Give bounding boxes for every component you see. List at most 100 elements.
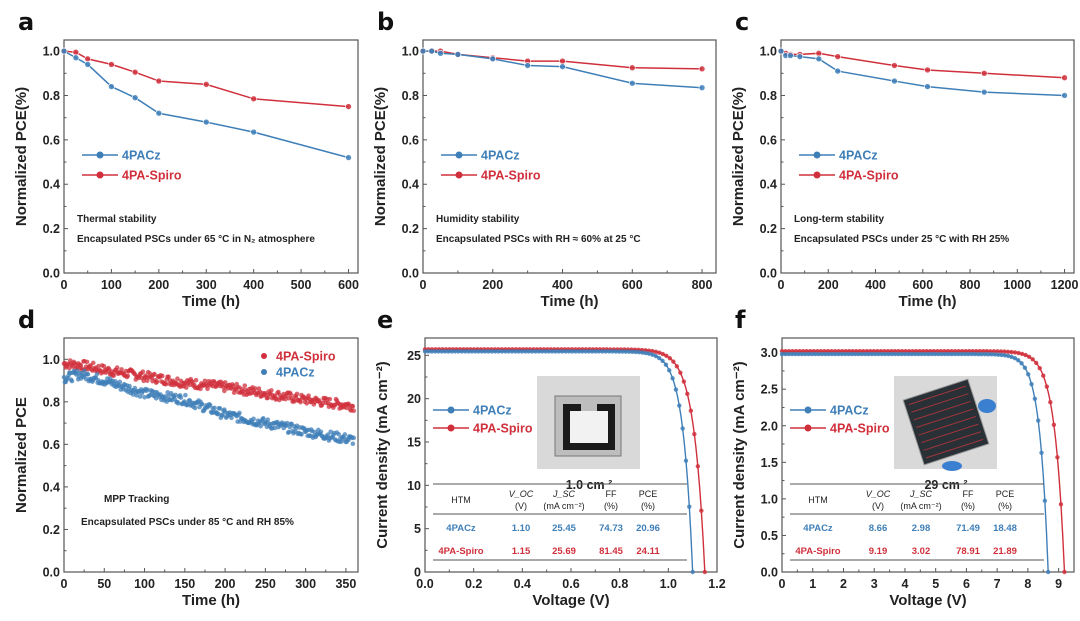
data-point: [1029, 381, 1034, 387]
data-point: [428, 47, 436, 55]
data-point: [108, 61, 115, 68]
table-header: FF: [606, 489, 617, 499]
data-point: [437, 50, 444, 57]
x-tick-label: 800: [960, 278, 981, 292]
y-tick-label: 0.8: [402, 89, 419, 103]
data-point: [153, 396, 159, 401]
data-point: [533, 349, 538, 354]
data-point: [114, 365, 120, 370]
data-point: [989, 352, 994, 357]
data-point: [152, 371, 157, 377]
x-axis-label: Time (h): [540, 293, 598, 310]
legend-marker: [813, 151, 821, 159]
data-point: [72, 48, 80, 56]
data-point: [462, 349, 468, 354]
data-point: [469, 349, 475, 354]
x-tick-label: 9: [1055, 577, 1062, 591]
data-point: [559, 349, 565, 354]
data-point: [284, 420, 290, 426]
data-point: [859, 351, 865, 357]
table-header: HTM: [808, 495, 828, 505]
y-tick-label: 15: [407, 436, 421, 450]
data-point: [678, 370, 683, 375]
x-tick-label: 1: [809, 577, 816, 591]
x-axis-label: Time (h): [898, 293, 956, 310]
data-point: [876, 351, 881, 357]
x-tick-label: 1.2: [708, 577, 725, 591]
data-point: [503, 349, 508, 354]
data-point: [529, 349, 535, 354]
data-point: [576, 349, 582, 354]
data-point: [1022, 365, 1028, 370]
data-point: [826, 351, 831, 357]
data-point: [1061, 92, 1068, 99]
data-point: [1026, 372, 1031, 377]
panel-label: f: [735, 306, 746, 334]
data-point: [698, 84, 706, 92]
data-point: [298, 399, 303, 405]
y-tick-label: 25: [407, 349, 421, 363]
y-tick-label: 1.5: [761, 456, 778, 470]
table-header-unit: (%): [961, 501, 975, 511]
table-header-unit: (mA cm⁻²): [543, 501, 584, 511]
y-tick-label: 20: [407, 392, 421, 406]
data-point: [573, 349, 578, 354]
data-point: [69, 378, 75, 384]
data-point: [261, 416, 266, 421]
x-tick-label: 0: [778, 278, 785, 292]
data-point: [496, 349, 501, 354]
data-point: [1032, 396, 1038, 401]
data-point: [996, 352, 1001, 357]
x-tick-label: 200: [148, 278, 169, 292]
data-point: [869, 351, 875, 357]
data-point: [793, 351, 798, 357]
data-point: [345, 154, 352, 161]
table-cell: 1.10: [512, 523, 531, 534]
data-point: [351, 435, 357, 441]
plot-frame: [781, 337, 1075, 573]
table-header: J_SC: [552, 489, 576, 499]
legend-marker: [447, 406, 455, 414]
data-point: [777, 47, 785, 55]
data-point: [852, 351, 858, 357]
data-point: [616, 349, 622, 354]
data-point: [563, 349, 568, 354]
data-point: [1016, 358, 1021, 363]
legend-marker: [447, 424, 455, 432]
table-cell: 25.69: [552, 546, 576, 557]
data-point: [454, 51, 462, 58]
x-axis-label: Voltage (V): [889, 592, 966, 609]
data-point: [1058, 502, 1064, 507]
data-point: [242, 383, 248, 388]
x-tick-label: 400: [552, 278, 573, 292]
data-point: [549, 349, 555, 354]
data-point: [650, 348, 655, 354]
y-tick-label: 0.0: [760, 267, 777, 281]
table-cell: 18.48: [993, 523, 1017, 534]
device-active-area: [570, 411, 608, 443]
data-point: [432, 349, 438, 354]
data-point: [207, 403, 213, 408]
data-point: [882, 351, 888, 357]
x-tick-label: 5: [932, 577, 939, 591]
data-point: [680, 426, 685, 431]
x-tick-label: 0.4: [514, 577, 531, 591]
data-point: [489, 349, 495, 354]
data-point: [516, 349, 521, 354]
annotation: MPP Tracking: [104, 494, 169, 505]
data-point: [596, 349, 602, 354]
data-point: [1055, 455, 1060, 460]
data-point: [959, 351, 964, 357]
data-point: [265, 395, 271, 401]
data-point: [846, 351, 851, 357]
data-point: [912, 351, 918, 357]
table-cell: 74.73: [599, 523, 623, 534]
data-point: [304, 401, 310, 406]
data-point: [952, 351, 958, 357]
data-point: [299, 432, 304, 437]
data-point: [283, 396, 288, 402]
data-point: [265, 417, 271, 422]
data-point: [702, 569, 708, 575]
table-cell: 2.98: [912, 523, 931, 534]
data-point: [486, 349, 491, 354]
